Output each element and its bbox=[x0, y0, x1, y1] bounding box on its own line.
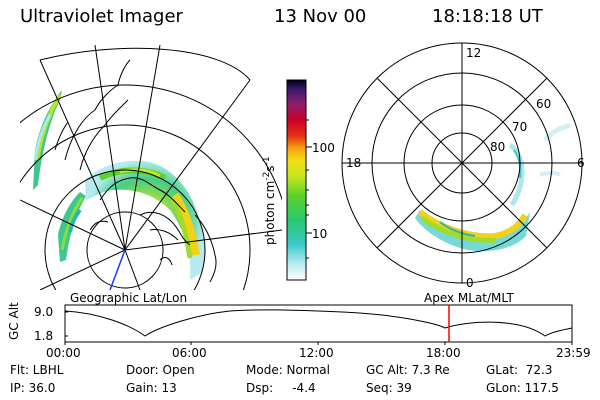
timeline-tick: 06:00 bbox=[172, 346, 207, 360]
colorbar-tick-10: 10 bbox=[312, 227, 328, 241]
altitude-curve bbox=[64, 309, 573, 337]
mlt-label-6: 6 bbox=[577, 156, 585, 170]
glon-info: GLon: 117.5 bbox=[486, 381, 559, 395]
timeline-ytick-bottom: 1.8 bbox=[34, 329, 54, 343]
gc-alt-info: GC Alt: 7.3 Re bbox=[366, 363, 450, 377]
mlt-label-12: 12 bbox=[466, 46, 482, 60]
timeline-tick: 23:59 bbox=[556, 346, 591, 360]
mlt-label-18: 18 bbox=[346, 156, 362, 170]
color-scale-bar bbox=[286, 79, 312, 281]
timeline-ytick-top: 9.0 bbox=[34, 305, 54, 319]
mlat-label-60: 60 bbox=[536, 97, 552, 111]
timeline-tick: 18:00 bbox=[426, 346, 461, 360]
date-label: 13 Nov 00 bbox=[274, 6, 367, 27]
mlat-label-70: 70 bbox=[512, 120, 528, 134]
apex-label: Apex MLat/MLT bbox=[424, 291, 514, 305]
colorbar-unit-label: photon cm-2s-1 bbox=[262, 156, 277, 245]
door-info: Door: Open bbox=[126, 363, 195, 377]
dsp-info: Dsp: -4.4 bbox=[246, 381, 316, 395]
instrument-title: Ultraviolet Imager bbox=[20, 6, 183, 27]
mlt-label-0: 0 bbox=[466, 276, 474, 290]
ip-info: IP: 36.0 bbox=[10, 381, 56, 395]
geographic-map bbox=[20, 45, 282, 290]
gc-altitude-timeline bbox=[64, 304, 573, 345]
geographic-label: Geographic Lat/Lon bbox=[70, 291, 188, 305]
coastlines bbox=[54, 59, 217, 283]
gain-info: Gain: 13 bbox=[126, 381, 177, 395]
seq-info: Seq: 39 bbox=[366, 381, 412, 395]
colorbar-tick-100: 100 bbox=[312, 141, 335, 155]
timeline-tick: 12:00 bbox=[299, 346, 334, 360]
lat-lon-grid bbox=[20, 45, 282, 290]
mlat-label-80: 80 bbox=[490, 140, 506, 154]
glat-info: GLat: 72.3 bbox=[486, 363, 553, 377]
satellite-track bbox=[109, 249, 126, 290]
timeline-ylabel: GC Alt bbox=[7, 302, 21, 340]
polar-mlt-plot bbox=[341, 42, 583, 284]
filter-info: Flt: LBHL bbox=[10, 363, 64, 377]
mode-info: Mode: Normal bbox=[246, 363, 330, 377]
time-label: 18:18:18 UT bbox=[432, 6, 543, 27]
timeline-tick: 00:00 bbox=[46, 346, 81, 360]
aurora-emission-left bbox=[33, 90, 206, 280]
